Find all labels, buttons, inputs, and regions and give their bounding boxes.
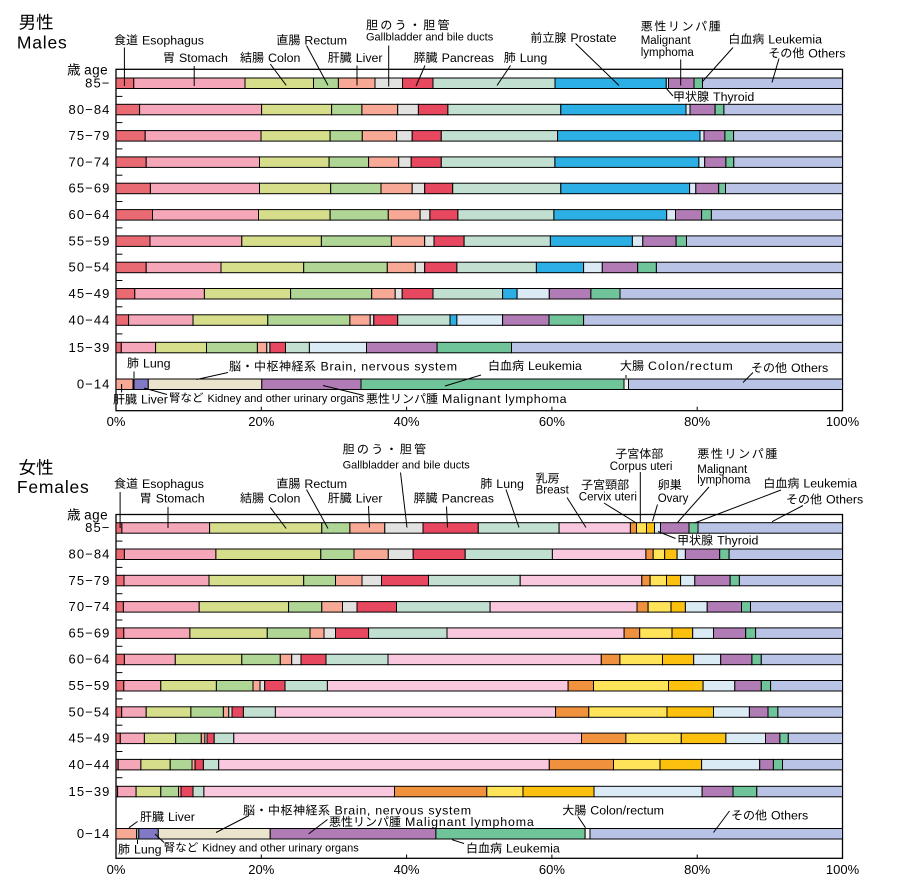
svg-text:Lung: Lung	[520, 51, 548, 65]
svg-text:Stomach: Stomach	[156, 491, 205, 505]
svg-text:Pancreas: Pancreas	[442, 51, 494, 65]
svg-text:40−44: 40−44	[68, 757, 110, 772]
svg-text:Lung: Lung	[134, 843, 162, 857]
svg-text:Gallbladder and bile ducts: Gallbladder and bile ducts	[366, 32, 494, 44]
svg-text:Liver: Liver	[141, 393, 168, 407]
svg-text:Rectum: Rectum	[304, 33, 347, 47]
svg-text:85−: 85−	[85, 520, 110, 535]
svg-text:40%: 40%	[394, 414, 420, 429]
svg-text:50−54: 50−54	[68, 704, 110, 719]
svg-text:Leukemia: Leukemia	[528, 359, 582, 373]
svg-text:Brain, nervous system: Brain, nervous system	[321, 360, 458, 374]
svg-text:Malignant: Malignant	[641, 35, 692, 47]
svg-text:Esophagus: Esophagus	[142, 33, 204, 47]
svg-text:Females: Females	[17, 477, 90, 497]
svg-text:Esophagus: Esophagus	[142, 477, 204, 491]
svg-text:Others: Others	[771, 809, 808, 823]
svg-text:60−64: 60−64	[68, 207, 110, 222]
svg-text:Colon: Colon	[268, 51, 300, 65]
svg-text:55−59: 55−59	[68, 233, 110, 248]
svg-text:Kidney and other urinary organ: Kidney and other urinary organs	[208, 393, 365, 405]
svg-text:60%: 60%	[539, 862, 565, 877]
svg-text:Others: Others	[808, 46, 845, 60]
svg-text:Corpus uteri: Corpus uteri	[610, 461, 673, 473]
svg-text:70−74: 70−74	[68, 154, 110, 169]
svg-text:Cervix uteri: Cervix uteri	[579, 492, 637, 504]
svg-text:Liver: Liver	[356, 491, 383, 505]
svg-text:Stomach: Stomach	[179, 51, 228, 65]
svg-text:100%: 100%	[826, 862, 860, 877]
svg-text:Males: Males	[17, 33, 68, 53]
svg-text:Brain, nervous system: Brain, nervous system	[335, 804, 472, 818]
svg-text:15−39: 15−39	[68, 784, 110, 799]
svg-text:20%: 20%	[248, 414, 274, 429]
svg-text:Rectum: Rectum	[304, 477, 347, 491]
svg-text:40%: 40%	[394, 862, 420, 877]
svg-text:Lung: Lung	[496, 477, 524, 491]
svg-text:75−79: 75−79	[68, 573, 110, 588]
svg-text:Leukemia: Leukemia	[768, 32, 822, 46]
svg-text:lymphoma: lymphoma	[641, 47, 695, 59]
svg-text:Leukemia: Leukemia	[506, 842, 560, 856]
svg-text:Others: Others	[791, 361, 828, 375]
svg-text:45−49: 45−49	[68, 286, 110, 301]
svg-text:0%: 0%	[107, 862, 126, 877]
svg-text:age: age	[84, 63, 108, 78]
svg-text:Prostate: Prostate	[570, 31, 616, 45]
svg-text:65−69: 65−69	[68, 625, 110, 640]
svg-text:75−79: 75−79	[68, 128, 110, 143]
svg-text:70−74: 70−74	[68, 599, 110, 614]
svg-text:85−: 85−	[85, 76, 110, 91]
svg-text:Colon: Colon	[268, 491, 300, 505]
svg-text:Leukemia: Leukemia	[803, 477, 857, 491]
svg-text:50−54: 50−54	[68, 260, 110, 275]
svg-text:Kidney and other urinary organ: Kidney and other urinary organs	[202, 843, 359, 855]
svg-text:0−14: 0−14	[77, 377, 111, 392]
svg-text:Gallbladder and bile ducts: Gallbladder and bile ducts	[343, 459, 471, 471]
svg-text:15−39: 15−39	[68, 340, 110, 355]
svg-text:55−59: 55−59	[68, 678, 110, 693]
svg-text:Pancreas: Pancreas	[442, 491, 494, 505]
svg-text:Liver: Liver	[356, 51, 383, 65]
svg-text:60%: 60%	[539, 414, 565, 429]
svg-text:80−84: 80−84	[68, 102, 110, 117]
svg-text:Thyroid: Thyroid	[713, 90, 754, 104]
svg-text:Malignant lymphoma: Malignant lymphoma	[405, 815, 535, 829]
svg-text:80%: 80%	[684, 862, 710, 877]
svg-text:Lung: Lung	[143, 356, 171, 370]
svg-text:Others: Others	[826, 493, 863, 507]
svg-text:age: age	[84, 508, 108, 523]
svg-text:60−64: 60−64	[68, 652, 110, 667]
svg-text:0%: 0%	[107, 414, 126, 429]
svg-text:Liver: Liver	[168, 810, 195, 824]
svg-text:Breast: Breast	[536, 485, 570, 497]
svg-text:20%: 20%	[248, 862, 274, 877]
svg-text:100%: 100%	[826, 414, 860, 429]
svg-text:Thyroid: Thyroid	[717, 534, 758, 548]
svg-text:40−44: 40−44	[68, 312, 110, 327]
svg-text:0−14: 0−14	[77, 826, 111, 841]
svg-text:Malignant: Malignant	[697, 464, 748, 476]
svg-text:Ovary: Ovary	[658, 493, 689, 505]
svg-text:Colon/rectum: Colon/rectum	[648, 359, 734, 373]
svg-text:65−69: 65−69	[68, 181, 110, 196]
svg-text:80%: 80%	[684, 414, 710, 429]
svg-text:lymphoma: lymphoma	[697, 475, 751, 487]
svg-text:Colon/rectum: Colon/rectum	[590, 804, 664, 818]
svg-text:Malignant lymphoma: Malignant lymphoma	[442, 392, 567, 406]
svg-text:45−49: 45−49	[68, 731, 110, 746]
svg-text:80−84: 80−84	[68, 547, 110, 562]
